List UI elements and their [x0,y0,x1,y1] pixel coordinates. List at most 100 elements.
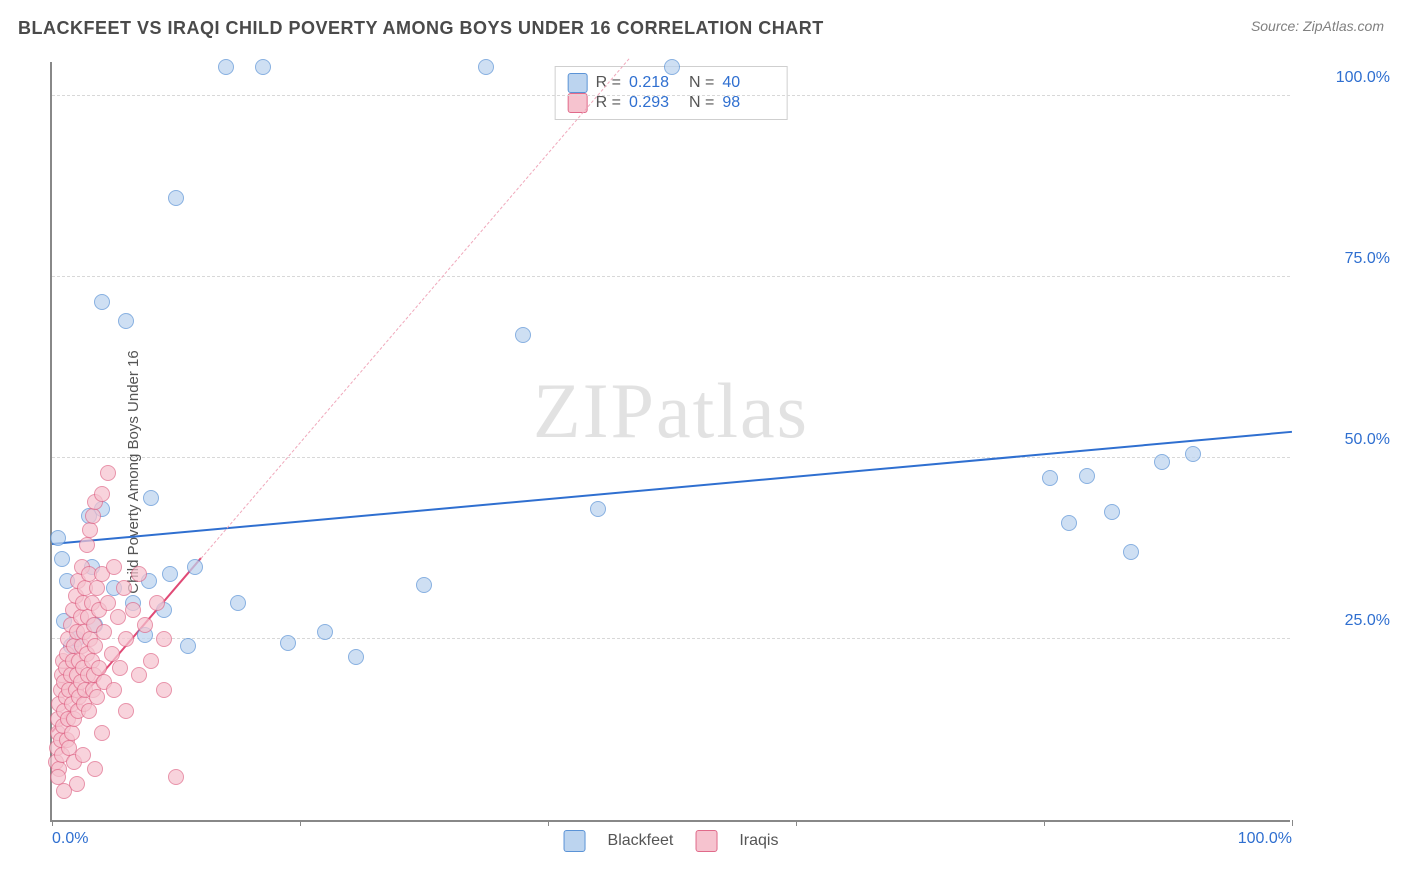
data-point [230,595,246,611]
gridline [52,457,1290,458]
data-point [149,595,165,611]
x-tick-mark [1044,820,1045,826]
legend-label-iraqis: Iraqis [739,832,778,850]
data-point [255,59,271,75]
data-point [664,59,680,75]
data-point [416,577,432,593]
data-point [89,689,105,705]
plot-area: ZIPatlas R = 0.218 N = 40 R = 0.293 N = … [50,62,1290,822]
data-point [81,703,97,719]
data-point [82,522,98,538]
watermark-text: ZIPatlas [533,366,809,456]
data-point [317,624,333,640]
watermark-zip: ZIP [533,367,656,454]
data-point [85,508,101,524]
n-value-blackfeet: 40 [722,74,774,92]
data-point [110,609,126,625]
x-tick-mark [548,820,549,826]
data-point [100,595,116,611]
y-tick-label: 50.0% [1300,431,1390,449]
data-point [590,501,606,517]
data-point [125,602,141,618]
data-point [168,190,184,206]
swatch-iraqis-icon [695,830,717,852]
data-point [89,580,105,596]
swatch-blackfeet-icon [568,73,588,93]
trend-line [200,59,629,559]
data-point [131,566,147,582]
data-point [50,530,66,546]
x-tick-mark [52,820,53,826]
y-tick-label: 75.0% [1300,250,1390,268]
data-point [94,486,110,502]
data-point [94,725,110,741]
data-point [1104,504,1120,520]
data-point [1123,544,1139,560]
data-point [118,631,134,647]
data-point [54,551,70,567]
data-point [118,703,134,719]
data-point [50,769,66,785]
data-point [156,631,172,647]
data-point [515,327,531,343]
data-point [131,667,147,683]
data-point [187,559,203,575]
y-tick-label: 100.0% [1300,69,1390,87]
y-tick-label: 25.0% [1300,612,1390,630]
data-point [1079,468,1095,484]
data-point [64,725,80,741]
data-point [478,59,494,75]
gridline [52,95,1290,96]
data-point [280,635,296,651]
data-point [143,490,159,506]
source-prefix: Source: [1251,18,1303,34]
data-point [104,646,120,662]
data-point [87,638,103,654]
gridline [52,638,1290,639]
legend-label-blackfeet: Blackfeet [608,832,674,850]
chart-header: BLACKFEET VS IRAQI CHILD POVERTY AMONG B… [0,0,1406,45]
data-point [180,638,196,654]
data-point [96,624,112,640]
data-point [106,559,122,575]
data-point [137,617,153,633]
n-value-iraqis: 98 [722,94,774,112]
data-point [168,769,184,785]
data-point [56,783,72,799]
data-point [156,682,172,698]
x-tick-mark [300,820,301,826]
x-tick-label: 0.0% [52,830,88,848]
data-point [162,566,178,582]
data-point [94,294,110,310]
data-point [348,649,364,665]
data-point [106,682,122,698]
data-point [1185,446,1201,462]
data-point [75,747,91,763]
n-label: N = [689,94,714,112]
source-attribution: Source: ZipAtlas.com [1251,18,1384,34]
data-point [100,465,116,481]
n-label: N = [689,74,714,92]
x-tick-mark [796,820,797,826]
swatch-blackfeet-icon [564,830,586,852]
bottom-legend: Blackfeet Iraqis [564,830,779,852]
data-point [87,761,103,777]
data-point [1061,515,1077,531]
trend-line [52,431,1292,545]
r-value-blackfeet: 0.218 [629,74,681,92]
r-label: R = [596,94,621,112]
watermark-atlas: atlas [656,367,809,454]
chart-title: BLACKFEET VS IRAQI CHILD POVERTY AMONG B… [18,18,824,39]
data-point [1154,454,1170,470]
data-point [218,59,234,75]
gridline [52,276,1290,277]
x-tick-mark [1292,820,1293,826]
data-point [116,580,132,596]
stats-row-blackfeet: R = 0.218 N = 40 [568,73,775,93]
data-point [79,537,95,553]
chart-container: Child Poverty Among Boys Under 16 ZIPatl… [0,52,1406,892]
data-point [112,660,128,676]
x-tick-label: 100.0% [1238,830,1292,848]
data-point [118,313,134,329]
source-name: ZipAtlas.com [1303,18,1384,34]
